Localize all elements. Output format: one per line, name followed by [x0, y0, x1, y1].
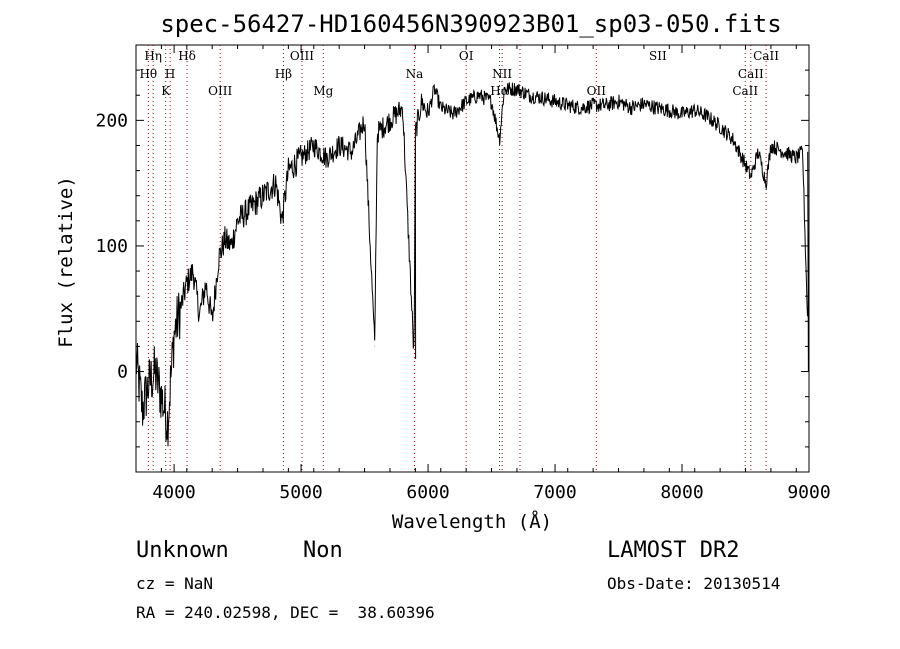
spectral-line-label: CaII: [732, 84, 758, 98]
spectral-line-label: H: [165, 67, 175, 81]
object-class: Unknown: [136, 538, 229, 563]
y-axis-label: Flux (relative): [55, 176, 77, 348]
spectral-line-label: OIII: [208, 84, 232, 98]
x-tick-label: 8000: [660, 482, 703, 503]
spectral-line-label: CaII: [753, 49, 779, 63]
spectral-line-label: SII: [649, 49, 667, 63]
spectral-line-label: Hβ: [275, 67, 292, 81]
chart-title: spec-56427-HD160456N390923B01_sp03-050.f…: [160, 10, 781, 38]
spectral-line-label: OI: [459, 49, 474, 63]
spectral-line-label: Hθ: [139, 67, 157, 81]
coordinates: RA = 240.02598, DEC = 38.60396: [136, 603, 435, 622]
spectral-line-label: CaII: [738, 67, 764, 81]
object-subclass: Non: [303, 538, 343, 563]
x-tick-label: 5000: [279, 482, 322, 503]
x-axis-label: Wavelength (Å): [392, 510, 552, 533]
spectral-line-label: Mg: [313, 84, 333, 98]
y-tick-label: 200: [95, 110, 128, 131]
spectral-line-label: Hδ: [178, 49, 196, 63]
y-tick-label: 100: [95, 236, 128, 257]
x-axis-ticks: 4000 5000 6000 7000 8000 9000: [135, 45, 831, 503]
observation-date: Obs-Date: 20130514: [607, 574, 781, 593]
spectrum-line: [135, 82, 809, 447]
y-tick-label: 0: [117, 362, 128, 383]
redshift-cz: cz = NaN: [136, 574, 214, 593]
survey-name: LAMOST DR2: [607, 538, 740, 563]
spectral-line-label: Hη: [144, 49, 162, 63]
spectral-line-label: NII: [492, 67, 512, 81]
x-tick-label: 4000: [152, 482, 195, 503]
plot-frame: [135, 44, 810, 473]
spectral-line-label: OIII: [290, 49, 314, 63]
x-tick-label: 9000: [787, 482, 830, 503]
y-axis-ticks: 0 100 200: [95, 69, 809, 448]
spectral-line-label: OII: [587, 84, 607, 98]
x-tick-label: 7000: [533, 482, 576, 503]
x-tick-label: 6000: [406, 482, 449, 503]
spectral-line-label: K: [161, 84, 171, 98]
spectral-line-label: Na: [406, 67, 424, 81]
